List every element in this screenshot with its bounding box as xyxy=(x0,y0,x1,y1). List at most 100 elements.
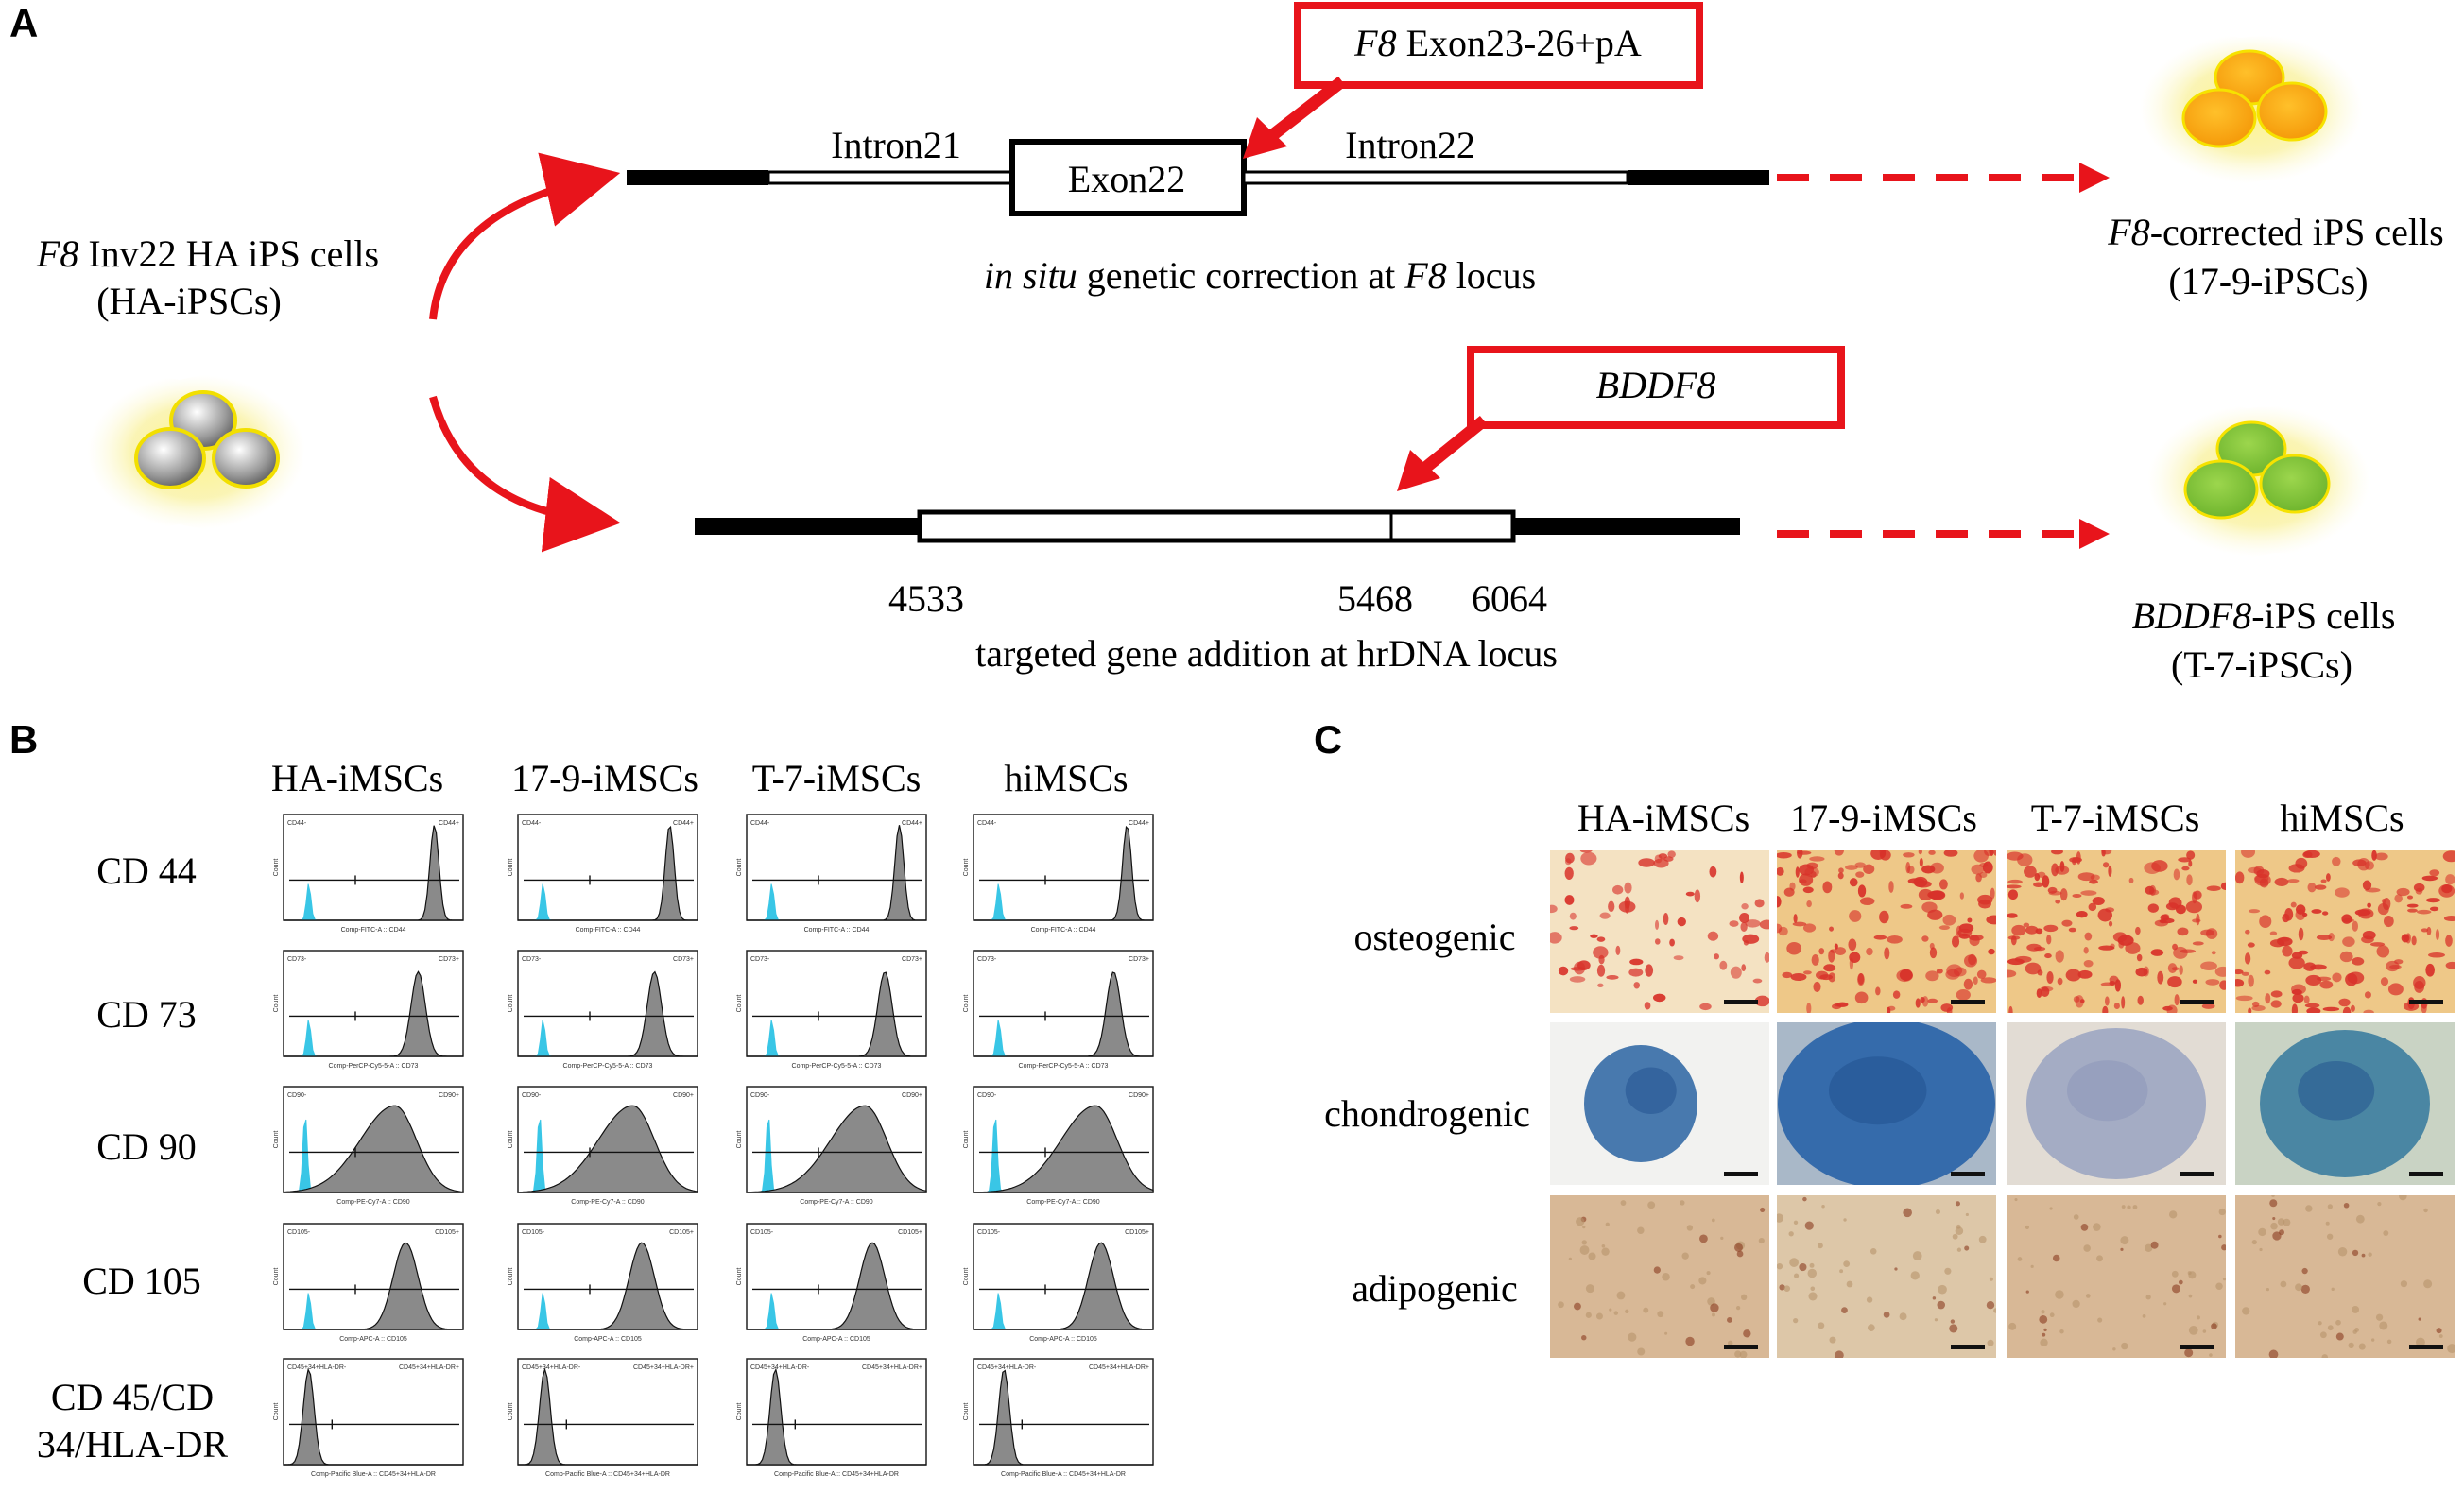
curved-arrow-top xyxy=(429,152,621,320)
y-axis-label: Count xyxy=(273,859,280,877)
gate-label-left: CD45+34+HLA-DR- xyxy=(750,1364,810,1371)
gate-label-left: CD45+34+HLA-DR- xyxy=(977,1364,1037,1371)
y-axis-label: Count xyxy=(508,1131,514,1149)
gate-label-right: CD90+ xyxy=(1129,1092,1149,1099)
gate-label-right: CD45+34+HLA-DR+ xyxy=(862,1364,922,1371)
b-row-label-cd45-line1: CD 45/CD xyxy=(50,1376,215,1418)
bddf8-box xyxy=(1467,346,1845,429)
gate-label-right: CD90+ xyxy=(673,1092,694,1099)
gate-label-left: CD45+34+HLA-DR- xyxy=(287,1364,347,1371)
y-axis-label: Count xyxy=(736,1131,743,1149)
sample-peak xyxy=(518,825,698,921)
gate-label-right: CD73+ xyxy=(1129,956,1149,963)
sample-peak xyxy=(284,1367,463,1466)
x-axis-label: Comp-Pacific Blue-A :: CD45+34+HLA-DR xyxy=(774,1471,899,1478)
x-axis-label: Comp-FITC-A :: CD44 xyxy=(341,927,406,934)
gate-label-left: CD45+34+HLA-DR- xyxy=(522,1364,581,1371)
sample-peak xyxy=(518,1242,698,1330)
gate-label-left: CD90- xyxy=(522,1092,542,1099)
gate-label-left: CD73- xyxy=(750,956,770,963)
y-axis-label: Count xyxy=(963,995,970,1013)
y-axis-label: Count xyxy=(963,1268,970,1286)
micrograph-tile xyxy=(2007,1022,2226,1185)
y-axis-label: Count xyxy=(273,1268,280,1286)
position-4533: 4533 xyxy=(888,577,964,620)
b-col-header-1: HA-iMSCs xyxy=(270,757,444,799)
gate-label-right: CD45+34+HLA-DR+ xyxy=(399,1364,459,1371)
f8-corrected-line2: (17-9-iPSCs) xyxy=(2168,260,2369,302)
y-axis-label: Count xyxy=(736,859,743,877)
gate-label-right: CD45+34+HLA-DR+ xyxy=(1089,1364,1149,1371)
x-axis-label: Comp-FITC-A :: CD44 xyxy=(576,927,641,934)
y-axis-label: Count xyxy=(736,995,743,1013)
x-axis-label: Comp-PE-Cy7-A :: CD90 xyxy=(800,1199,873,1206)
x-axis-label: Comp-PE-Cy7-A :: CD90 xyxy=(571,1199,645,1206)
y-axis-label: Count xyxy=(736,1403,743,1421)
gate-label-right: CD73+ xyxy=(439,956,459,963)
c-col-header-1: HA-iMSCs xyxy=(1577,797,1750,839)
micrograph-grid xyxy=(1550,850,2455,1358)
sample-peak xyxy=(974,1242,1153,1330)
b-col-header-3: T-7-iMSCs xyxy=(751,757,922,799)
sample-peak xyxy=(284,1242,463,1330)
b-row-label-cd90: CD 90 xyxy=(96,1125,197,1168)
exon22-label: Exon22 xyxy=(1067,158,1186,200)
c-col-header-3: T-7-iMSCs xyxy=(2030,797,2200,839)
sample-peak xyxy=(747,971,926,1057)
gate-label-left: CD105- xyxy=(750,1229,774,1236)
sample-peak xyxy=(517,1105,698,1193)
micrograph-tile xyxy=(1550,1195,1769,1358)
dashed-arrow-bottom xyxy=(1777,519,2110,549)
micrograph-tile xyxy=(2007,1195,2226,1358)
sample-peak xyxy=(746,1105,927,1193)
flow-histogram: CD45+34+HLA-DR- CD45+34+HLA-DR+ Count Comp-… xyxy=(508,1358,698,1478)
gate-label-right: CD90+ xyxy=(902,1092,922,1099)
y-axis-label: Count xyxy=(736,1268,743,1286)
gate-label-left: CD44- xyxy=(977,820,997,827)
hrdna-locus-construct xyxy=(695,509,1740,543)
c-row-label-osteogenic: osteogenic xyxy=(1353,916,1516,958)
gate-label-right: CD44+ xyxy=(902,820,922,827)
gate-label-right: CD73+ xyxy=(902,956,922,963)
f8-exon23-26-box xyxy=(1294,2,1703,89)
gate-label-left: CD73- xyxy=(287,956,307,963)
sample-peak xyxy=(518,1367,698,1466)
bddf8-box-label: BDDF8 xyxy=(1595,364,1716,406)
x-axis-label: Comp-PerCP-Cy5-5-A :: CD73 xyxy=(329,1063,419,1070)
bddf8-ips-line2: (T-7-iPSCs) xyxy=(2171,643,2352,686)
micrograph-tile xyxy=(2235,1022,2455,1185)
c-row-label-chondrogenic: chondrogenic xyxy=(1324,1092,1530,1135)
y-axis-label: Count xyxy=(508,995,514,1013)
y-axis-label: Count xyxy=(508,859,514,877)
gate-label-left: CD44- xyxy=(287,820,307,827)
gate-label-right: CD45+34+HLA-DR+ xyxy=(633,1364,694,1371)
micrograph-tile xyxy=(2007,850,2226,1013)
sample-peak xyxy=(518,970,698,1057)
y-axis-label: Count xyxy=(273,995,280,1013)
sample-peak xyxy=(974,971,1153,1057)
f8-corrected-cell-cluster xyxy=(2139,33,2364,184)
x-axis-label: Comp-Pacific Blue-A :: CD45+34+HLA-DR xyxy=(1001,1471,1126,1478)
x-axis-label: Comp-PerCP-Cy5-5-A :: CD73 xyxy=(563,1063,653,1070)
bddf8-ips-label: BDDF8-iPS cells xyxy=(2131,594,2396,637)
position-5468: 5468 xyxy=(1337,577,1413,620)
y-axis-label: Count xyxy=(508,1268,514,1286)
sample-peak xyxy=(747,1367,926,1466)
y-axis-label: Count xyxy=(508,1403,514,1421)
b-col-header-4: hiMSCs xyxy=(1004,757,1129,799)
micrograph-tile xyxy=(1777,850,1996,1013)
sample-peak xyxy=(974,825,1153,921)
gate-label-left: CD44- xyxy=(522,820,542,827)
panel-letter-c: C xyxy=(1314,717,1343,762)
x-axis-label: Comp-APC-A :: CD105 xyxy=(339,1336,407,1343)
gate-label-right: CD105+ xyxy=(669,1229,694,1236)
x-axis-label: Comp-PerCP-Cy5-5-A :: CD73 xyxy=(1019,1063,1109,1070)
